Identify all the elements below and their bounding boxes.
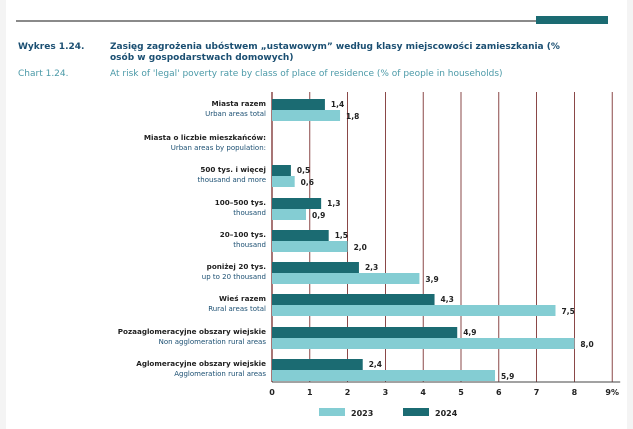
category-label-pl: 500 tys. i więcej [200, 165, 266, 174]
data-label-2024: 4,3 [441, 295, 454, 304]
data-label-2023: 0,6 [301, 178, 314, 187]
data-label-2024: 4,9 [463, 328, 476, 337]
bar-2024 [272, 198, 322, 209]
bar-2023 [272, 370, 496, 381]
category-label-en: Urban areas by population: [171, 144, 266, 152]
x-tick-label: 9% [605, 388, 619, 397]
category-label-pl: 100–500 tys. [215, 198, 266, 207]
bar-2023 [272, 241, 348, 252]
x-tick-label: 4 [420, 388, 426, 397]
data-label-2023: 5,9 [501, 372, 514, 381]
data-label-2023: 0,9 [312, 211, 325, 220]
data-label-2023: 2,0 [354, 243, 367, 252]
x-tick-label: 1 [307, 388, 313, 397]
x-tick-label: 3 [383, 388, 389, 397]
legend-label-2024: 2024 [435, 409, 458, 418]
data-label-2024: 1,5 [335, 231, 348, 240]
data-label-2024: 1,4 [331, 100, 344, 109]
category-label-pl: poniżej 20 tys. [207, 262, 266, 271]
data-label-2023: 8,0 [580, 340, 593, 349]
category-label-pl: 20–100 tys. [220, 230, 266, 239]
category-label-pl: Aglomeracyjne obszary wiejskie [136, 359, 266, 368]
x-tick-label: 5 [458, 388, 464, 397]
data-label-2023: 1,8 [346, 112, 359, 121]
category-label-en: Urban areas total [205, 110, 266, 118]
top-accent [536, 16, 608, 24]
category-label-pl: Wieś razem [219, 294, 266, 303]
data-label-2023: 3,9 [425, 275, 438, 284]
page [6, 0, 627, 429]
category-label-en: Agglomeration rural areas [174, 370, 266, 378]
x-tick-label: 7 [534, 388, 540, 397]
legend-swatch-2024 [403, 408, 429, 416]
chart-number-pl: Wykres 1.24. [18, 42, 85, 52]
category-label-pl: Pozaaglomeracyjne obszary wiejskie [118, 327, 266, 336]
category-label-en: Rural areas total [208, 305, 266, 313]
bar-2024 [272, 294, 435, 305]
category-label-en: Non agglomeration rural areas [159, 338, 267, 346]
bar-2023 [272, 176, 295, 187]
chart-title-text-pl: Zasięg zagrożenia ubóstwem „ustawowym” w… [110, 42, 560, 63]
bar-2023 [272, 110, 341, 121]
x-tick-label: 2 [345, 388, 351, 397]
bar-2024 [272, 165, 291, 176]
bar-2023 [272, 338, 575, 349]
top-rule [16, 20, 544, 22]
legend-swatch-2023 [319, 408, 345, 416]
data-label-2024: 0,5 [297, 166, 310, 175]
category-label-pl: Miasta razem [212, 99, 266, 108]
chart-number-en: Chart 1.24. [18, 69, 69, 79]
category-label-en: thousand [233, 241, 266, 249]
category-label-en: thousand [233, 209, 266, 217]
category-label-pl: Miasta o liczbie mieszkańców: [144, 133, 266, 142]
bar-2023 [272, 273, 420, 284]
data-label-2024: 2,3 [365, 263, 378, 272]
bar-2023 [272, 305, 556, 316]
x-tick-label: 8 [572, 388, 578, 397]
legend-label-2023: 2023 [351, 409, 373, 418]
x-tick-label: 6 [496, 388, 502, 397]
data-label-2024: 2,4 [369, 360, 382, 369]
category-label-en: thousand and more [198, 176, 266, 184]
x-tick-label: 0 [269, 388, 275, 397]
chart-title-text-en: At risk of 'legal' poverty rate by class… [110, 69, 503, 79]
bar-2024 [272, 262, 359, 273]
bar-2024 [272, 327, 458, 338]
bar-2023 [272, 209, 307, 220]
bar-2024 [272, 359, 363, 370]
bar-2024 [272, 230, 329, 241]
bar-2024 [272, 99, 325, 110]
category-label-en: up to 20 thousand [202, 273, 266, 281]
data-label-2023: 7,5 [562, 307, 575, 316]
data-label-2024: 1,3 [327, 199, 340, 208]
